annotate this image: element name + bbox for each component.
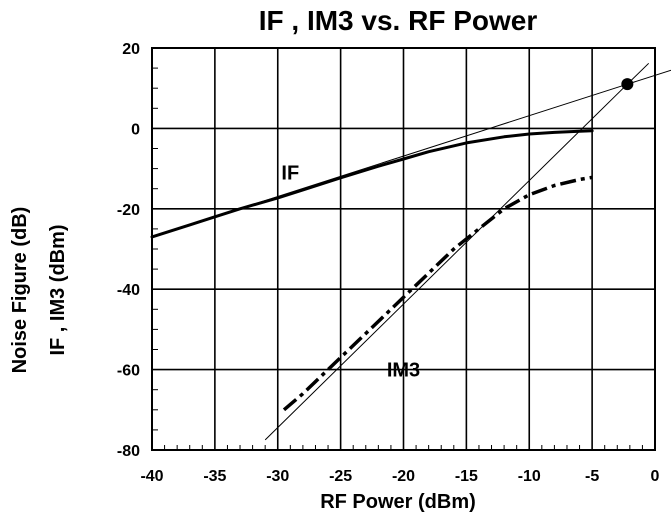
y-tick-label: -20: [117, 202, 140, 219]
series-line-1: [282, 175, 593, 412]
plot-frame: [151, 47, 656, 451]
annotation-label: IM3: [387, 360, 420, 382]
x-tick-label: -20: [392, 468, 415, 485]
y-tick-label: 20: [122, 41, 140, 58]
y-tick-labels: -80 -60 -40 -20 0 20: [117, 41, 140, 460]
x-axis-title: RF Power (dBm): [320, 491, 476, 513]
chart-title: IF , IM3 vs. RF Power: [259, 5, 538, 36]
y-axis-title-inner: IF , IM3 (dBm): [47, 224, 69, 355]
x-tick-label: -5: [585, 468, 599, 485]
x-tick-label: -25: [329, 468, 352, 485]
annotations: IF IM3: [281, 163, 420, 382]
y-tick-label: -80: [117, 443, 140, 460]
y-tick-label: 0: [131, 121, 140, 138]
x-tick-label: 0: [651, 468, 660, 485]
intercept-point: [621, 78, 634, 91]
x-tick-labels: -40 -35 -30 -25 -20 -15 -10 -5 0: [140, 468, 659, 485]
x-tick-label: -10: [518, 468, 541, 485]
y-axis-title-outer: Noise Figure (dB): [9, 207, 31, 374]
series-line-3: [264, 62, 650, 441]
y-tick-label: -60: [117, 363, 140, 380]
grid: [152, 48, 655, 450]
annotation-label: IF: [281, 163, 299, 185]
y-tick-label: -40: [117, 282, 140, 299]
x-tick-label: -30: [266, 468, 289, 485]
series-layer: [150, 62, 671, 441]
minor-ticks: [152, 67, 643, 450]
x-tick-label: -40: [140, 468, 163, 485]
x-tick-label: -15: [455, 468, 478, 485]
x-tick-label: -35: [203, 468, 226, 485]
